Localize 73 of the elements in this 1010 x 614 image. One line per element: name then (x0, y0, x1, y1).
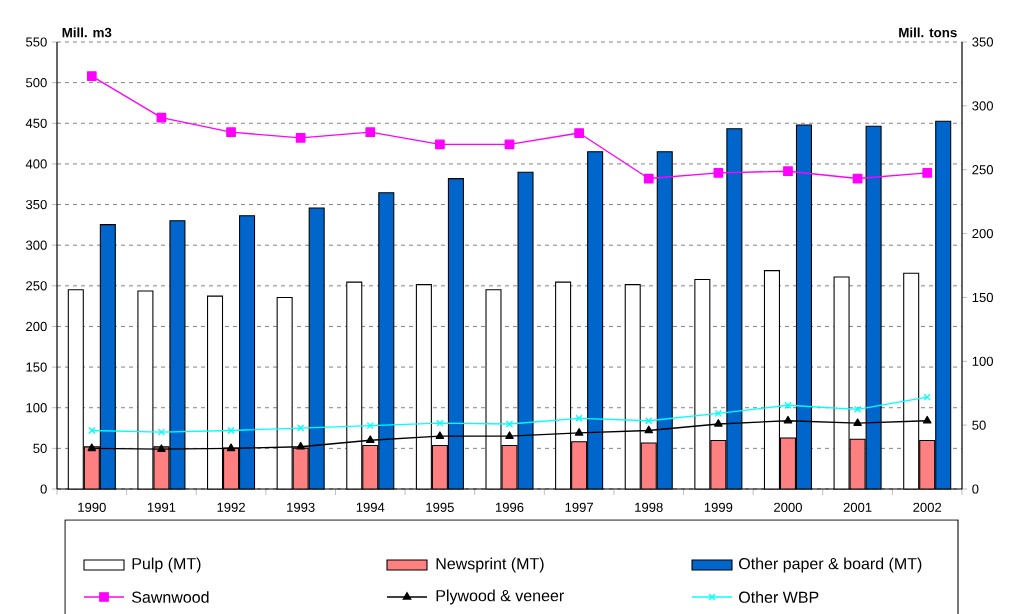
y-tick-label: 550 (26, 37, 47, 47)
x-tick-label: 1992 (217, 502, 245, 512)
y-tick-label: 450 (25, 118, 47, 128)
x-tick-label: 1997 (565, 502, 593, 512)
point (643, 173, 654, 184)
y-tick-label: 250 (26, 281, 47, 291)
x-tick-label: 1999 (704, 502, 733, 512)
y2-tick-label: 250 (972, 165, 994, 175)
point (713, 167, 724, 178)
x-tick-label: 2002 (913, 502, 942, 512)
point (88, 426, 96, 435)
x-tick-label: 1996 (495, 502, 524, 512)
y2-tick-label: 200 (972, 228, 994, 239)
legend-label: Newsprint (MT) (436, 557, 544, 573)
y-tick-label: 150 (26, 362, 47, 372)
point (853, 405, 862, 413)
x-tick-label: 1995 (426, 502, 454, 512)
point (87, 443, 97, 452)
legend-label: Other paper & board (MT) (739, 557, 922, 573)
legend-label: Plywood & veneer (436, 589, 564, 605)
y2-axis-title: Mill. tons (899, 27, 957, 38)
point (505, 420, 514, 428)
point (574, 128, 584, 138)
x-tick-label: 1991 (147, 502, 176, 512)
y-tick-label: 0 (40, 484, 47, 494)
point (366, 421, 374, 430)
point (435, 431, 445, 439)
legend-label: Sawnwood (132, 591, 209, 603)
point (783, 415, 793, 424)
x-tick-label: 1998 (635, 502, 663, 512)
point (784, 401, 792, 409)
y-tick-label: 100 (26, 403, 47, 413)
point (505, 431, 514, 439)
y2-tick-label: 300 (972, 101, 994, 111)
legend-label: Pulp (MT) (132, 557, 201, 573)
y2-tick-label: 100 (972, 356, 994, 366)
y2-tick-label: 350 (972, 37, 994, 47)
point (922, 415, 932, 424)
y-tick-label: 500 (26, 78, 47, 88)
y-tick-label: 200 (26, 321, 47, 332)
point (227, 426, 235, 435)
point (644, 425, 654, 434)
x-tick-label: 1993 (287, 502, 315, 512)
point (365, 127, 376, 138)
y2-tick-label: 0 (972, 484, 979, 494)
point (157, 428, 166, 436)
point (157, 444, 166, 452)
point (296, 441, 305, 450)
point (922, 167, 933, 178)
y-tick-label: 300 (25, 240, 47, 250)
y-tick-label: 50 (33, 443, 47, 453)
x-tick-label: 1994 (356, 502, 385, 512)
point (574, 428, 584, 436)
y-axis-title: Mill. m3 (62, 27, 112, 38)
y2-tick-label: 50 (972, 420, 986, 430)
legend-label: Other WBP (739, 591, 819, 603)
x-tick-label: 1990 (78, 502, 106, 512)
point (226, 127, 236, 138)
point (714, 419, 723, 427)
y-tick-label: 350 (25, 199, 47, 210)
point (575, 414, 583, 422)
point (297, 424, 305, 432)
point (783, 166, 793, 177)
x-tick-label: 2000 (774, 502, 802, 512)
point (435, 139, 445, 150)
point (86, 71, 97, 81)
point (226, 443, 236, 452)
point (853, 418, 862, 426)
point (365, 435, 375, 443)
y2-tick-label: 150 (972, 292, 994, 303)
y-tick-label: 400 (25, 159, 47, 169)
point (295, 133, 306, 143)
x-tick-label: 2001 (843, 502, 872, 512)
